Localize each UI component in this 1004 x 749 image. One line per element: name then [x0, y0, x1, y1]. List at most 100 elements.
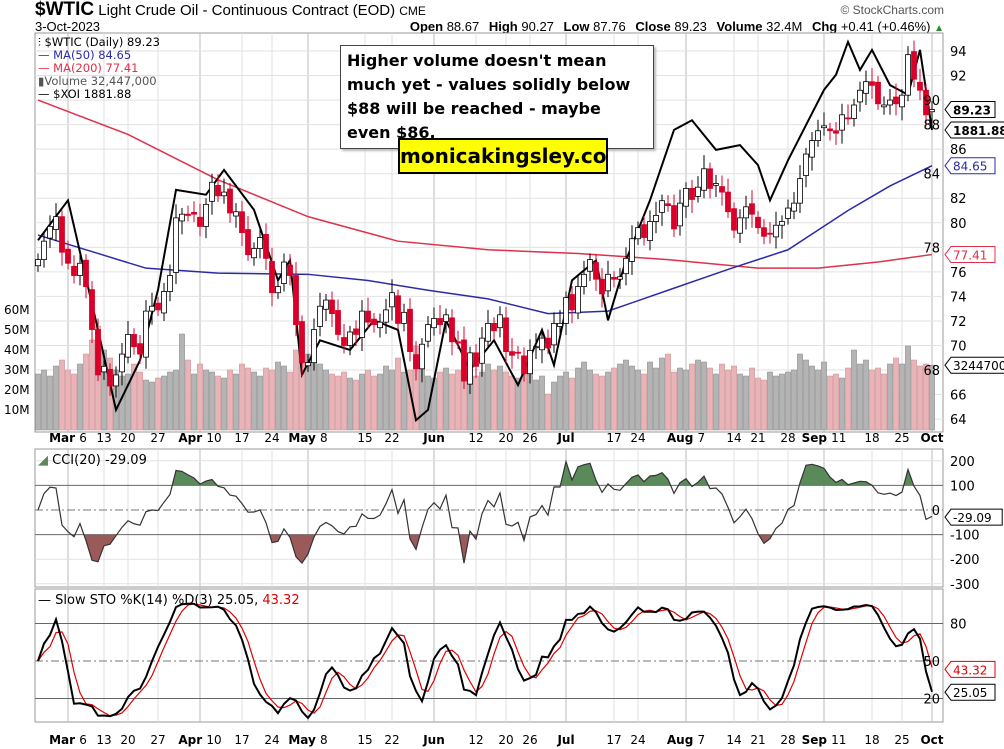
- candle-body: [611, 276, 617, 280]
- candle-body: [479, 337, 485, 364]
- last-volume-tag: 32447000: [953, 359, 1004, 373]
- candle-body: [245, 229, 251, 256]
- x-tick-label: 26: [522, 733, 537, 747]
- volume-bar: [881, 373, 887, 431]
- candle-body: [293, 275, 299, 326]
- x-tick-day: 17: [234, 431, 249, 445]
- candle-body: [683, 188, 689, 207]
- x-tick-label: 24: [264, 431, 279, 445]
- candle-body: [89, 289, 95, 330]
- candle-body: [299, 321, 305, 364]
- x-tick-day: 11: [831, 733, 846, 747]
- candle-body: [839, 114, 845, 131]
- x-tick-day: 20: [120, 733, 135, 747]
- x-tick-label: Jul: [556, 431, 574, 445]
- volume-bar: [617, 363, 623, 431]
- volume-bar: [155, 377, 161, 431]
- volume-bar: [803, 359, 809, 431]
- volume-bar: [203, 369, 209, 431]
- price-tick-label: 90: [923, 94, 940, 109]
- candle-body: [173, 217, 179, 273]
- x-tick-month: Aug: [667, 733, 698, 747]
- volume-bar: [263, 367, 269, 431]
- volume-bar: [659, 357, 665, 431]
- volume-bar: [605, 371, 611, 431]
- volume-bar: [305, 353, 311, 431]
- x-tick-label: Jul: [556, 733, 574, 747]
- x-tick-day: 24: [264, 733, 279, 747]
- instrument-name: Light Crude Oil - Continuous Contract (E…: [98, 2, 396, 19]
- volume-bar: [101, 349, 107, 431]
- x-tick-month: Jul: [556, 431, 574, 445]
- x-tick-label: 24: [264, 733, 279, 747]
- candle-body: [167, 275, 173, 292]
- stockcharts-brand[interactable]: © StockCharts.com: [840, 3, 944, 17]
- volume-bar: [383, 365, 389, 431]
- legend-main-text: $WTIC (Daily) 89.23: [44, 35, 160, 49]
- price-legend: ⫶ $WTIC (Daily) 89.23 — MA(50) 84.65 — M…: [38, 36, 160, 101]
- x-tick-day: 14: [726, 431, 741, 445]
- volume-bar: [401, 371, 407, 431]
- x-tick-day: 24: [630, 733, 645, 747]
- volume-bar: [83, 353, 89, 431]
- price-tick-label: 84: [923, 168, 940, 183]
- volume-bar: [275, 361, 281, 431]
- candle-body: [695, 186, 701, 197]
- candle-body: [185, 213, 191, 216]
- chart-date: 3-Oct-2023: [35, 19, 101, 34]
- candle-body: [281, 261, 287, 284]
- x-tick-label: 28: [780, 431, 795, 445]
- x-tick-day: 12: [468, 431, 483, 445]
- last-ma200-tag-box: [944, 246, 996, 264]
- sto-tick-label: 80: [950, 618, 967, 633]
- watermark-site: monicakingsley.co: [398, 138, 608, 174]
- volume-bar: [509, 375, 515, 431]
- volume-bar: [899, 363, 905, 431]
- candle-body: [911, 51, 917, 80]
- x-tick-day: 11: [831, 431, 846, 445]
- x-tick-label: 21: [750, 431, 765, 445]
- volume-bar: [197, 363, 203, 431]
- cci-tick-label: 100: [950, 479, 975, 494]
- price-tick-label: 72: [950, 315, 967, 330]
- x-tick-day: 15: [357, 733, 372, 747]
- volume-bar: [905, 345, 911, 431]
- cci-tick-label: -200: [950, 553, 980, 568]
- sto-legend-text: Slow STO %K(14) %D(3) 25.05,: [55, 593, 259, 608]
- x-tick-label: 20: [498, 733, 513, 747]
- candle-body: [491, 322, 497, 332]
- volume-bar: [671, 371, 677, 431]
- volume-bar: [713, 373, 719, 431]
- candle-body: [239, 211, 245, 233]
- candle-body: [365, 310, 371, 323]
- volume-bar: [857, 363, 863, 431]
- x-tick-label: Aug 7: [667, 733, 705, 747]
- low-label: Low: [563, 19, 590, 34]
- candle-body: [653, 215, 659, 222]
- x-tick-day: 20: [120, 431, 135, 445]
- volume-bar: [815, 369, 821, 431]
- candle-body: [353, 328, 359, 335]
- candle-body: [719, 186, 725, 193]
- volume-bar: [341, 371, 347, 431]
- volume-bar: [131, 363, 137, 431]
- candle-body: [161, 291, 167, 314]
- volume-bar: [287, 371, 293, 431]
- volume-bar: [539, 375, 545, 431]
- candle-body: [485, 322, 491, 342]
- candle-body: [881, 104, 887, 108]
- candle-body: [593, 262, 599, 280]
- volume-bar: [791, 369, 797, 431]
- candle-body: [755, 216, 761, 229]
- chg-label: Chg: [811, 19, 838, 34]
- candle-body: [77, 262, 83, 276]
- price-tick-label: 94: [950, 45, 967, 60]
- volume-bar: [875, 367, 881, 431]
- candle-body: [221, 191, 227, 197]
- x-tick-label: Mar 6: [49, 431, 87, 445]
- candle-body: [101, 365, 107, 373]
- x-tick-label: 21: [750, 733, 765, 747]
- candle-body: [737, 217, 743, 234]
- legend-ma50: — MA(50) 84.65: [38, 48, 132, 62]
